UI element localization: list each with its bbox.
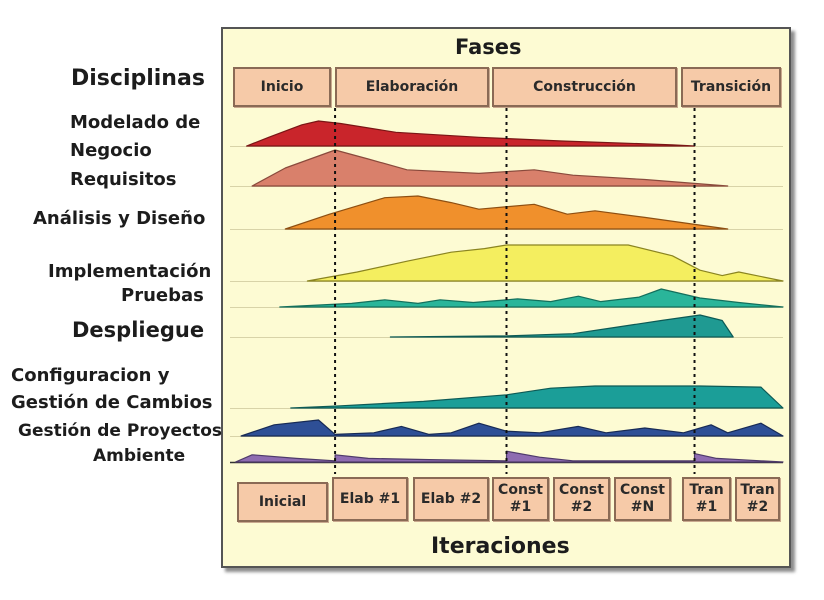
discipline-label-configuration-2: Gestión de Cambios [11,392,213,413]
phase-box-inicio: Inicio [233,67,331,107]
phase-box-construccion: Construcción [492,67,677,107]
discipline-label-business-modeling-2: Negocio [70,140,152,161]
iteration-box-const-n: Const #N [614,477,671,521]
iteration-label: Elab #2 [420,490,482,507]
iteration-box-tran-2: Tran #2 [735,477,780,521]
discipline-label-analysis-design: Análisis y Diseño [33,208,206,229]
phases-title: Fases [455,35,522,59]
iteration-label: Const [559,482,604,498]
iteration-label: Const [620,482,665,498]
discipline-label-business-modeling-1: Modelado de [70,112,201,133]
iteration-label: Inicial [258,493,307,510]
phase-box-transicion: Transición [681,67,781,107]
iteration-box-const-1: Const #1 [492,477,549,521]
curve-0 [246,120,696,147]
iterations-title: Iteraciones [431,534,570,559]
curve-8 [234,450,784,463]
iteration-label: Tran [740,482,775,498]
curve-7 [240,419,784,437]
curve-5 [389,314,734,338]
iteration-number: #2 [570,499,593,515]
disciplines-title: Disciplinas [71,66,205,91]
discipline-label-testing: Pruebas [121,285,204,306]
curve-1 [251,149,729,187]
phase-box-elaboracion: Elaboración [335,67,489,107]
discipline-label-requirements: Requisitos [70,169,177,190]
iteration-number: #1 [509,499,532,515]
discipline-label-environment: Ambiente [93,446,186,466]
iteration-number: #N [630,499,655,515]
discipline-label-deployment: Despliegue [72,318,205,342]
iteration-box-elab-2: Elab #2 [413,477,489,521]
curve-4 [279,288,784,308]
iteration-box-tran-1: Tran #1 [682,477,731,521]
curve-3 [306,244,784,282]
discipline-label-project-management: Gestión de Proyectos [18,421,223,441]
discipline-label-implementation: Implementación [48,261,212,282]
iteration-box-elab-1: Elab #1 [332,477,408,521]
iteration-label: Const [498,482,543,498]
iteration-number: #1 [695,499,718,515]
discipline-label-configuration-1: Configuracion y [11,365,170,386]
iteration-box-inicial: Inicial [237,482,328,522]
iteration-number: #2 [746,499,769,515]
iteration-label: Elab #1 [339,490,401,507]
iteration-box-const-2: Const #2 [553,477,610,521]
curve-6 [290,385,784,409]
iteration-label: Tran [689,482,724,498]
